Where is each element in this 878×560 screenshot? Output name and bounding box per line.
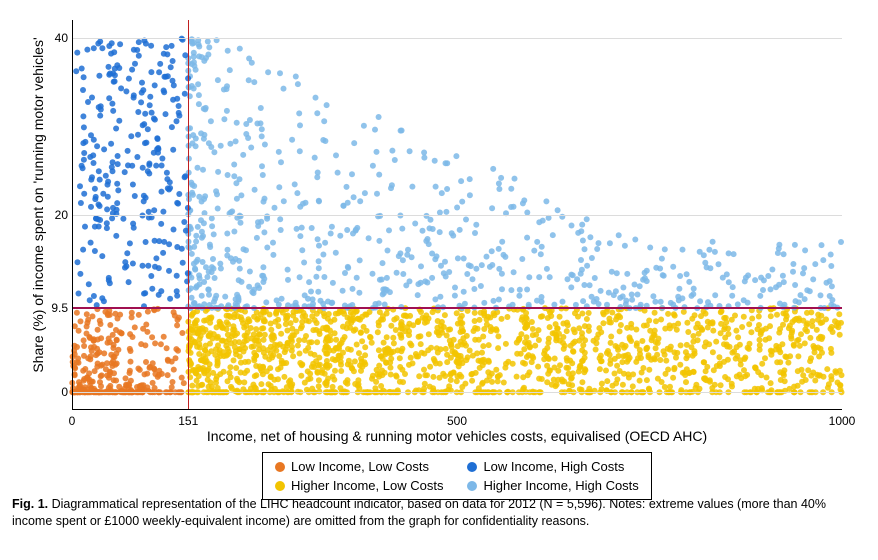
legend-col: Low Income, High Costs Higher Income, Hi… — [467, 459, 638, 493]
plot-area — [72, 20, 842, 410]
x-tick-label: 500 — [447, 414, 467, 428]
y-tick-label: 9.5 — [42, 301, 68, 315]
legend-item: Low Income, High Costs — [467, 459, 638, 474]
x-tick-label: 0 — [69, 414, 76, 428]
legend-item: Low Income, Low Costs — [275, 459, 443, 474]
legend-swatch-icon — [275, 481, 285, 491]
legend-swatch-icon — [467, 481, 477, 491]
caption-text: Diagrammatical representation of the LIH… — [12, 497, 826, 528]
legend-swatch-icon — [275, 462, 285, 472]
legend-item: Higher Income, Low Costs — [275, 478, 443, 493]
y-tick-label: 20 — [42, 208, 68, 222]
figure-container: Share (%) of income spent on 'running mo… — [0, 0, 878, 560]
y-tick-label: 0 — [42, 385, 68, 399]
figure-caption: Fig. 1. Diagrammatical representation of… — [12, 496, 866, 530]
chart-area: Share (%) of income spent on 'running mo… — [12, 10, 866, 490]
x-tick-label: 151 — [178, 414, 198, 428]
caption-prefix: Fig. 1. — [12, 497, 48, 511]
legend-label: Higher Income, Low Costs — [291, 478, 443, 493]
legend-label: Low Income, High Costs — [483, 459, 624, 474]
legend-label: Low Income, Low Costs — [291, 459, 429, 474]
legend-item: Higher Income, High Costs — [467, 478, 638, 493]
legend-label: Higher Income, High Costs — [483, 478, 638, 493]
legend-col: Low Income, Low Costs Higher Income, Low… — [275, 459, 443, 493]
legend: Low Income, Low Costs Higher Income, Low… — [262, 452, 652, 500]
threshold-hline — [72, 307, 842, 309]
x-tick-label: 1000 — [829, 414, 856, 428]
y-axis-label: Share (%) of income spent on 'running mo… — [30, 15, 46, 395]
threshold-vline — [188, 20, 189, 410]
x-axis-label: Income, net of housing & running motor v… — [72, 428, 842, 444]
y-tick-label: 40 — [42, 31, 68, 45]
legend-swatch-icon — [467, 462, 477, 472]
